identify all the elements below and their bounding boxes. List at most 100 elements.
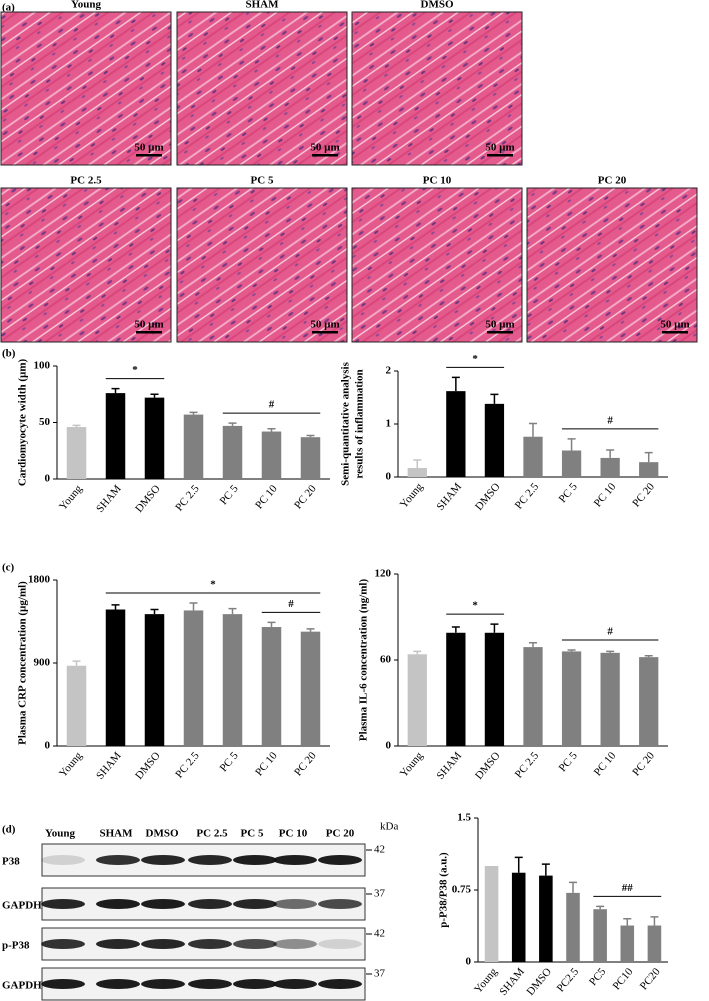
bar-chart: 0 1 2 Semi-quantitative analysis results of … xyxy=(340,353,668,513)
error-bar xyxy=(650,916,659,926)
scale-bar xyxy=(312,331,338,334)
error-bar xyxy=(644,451,653,463)
x-tick-label: Young xyxy=(398,480,426,510)
bar xyxy=(261,627,282,746)
kda-unit: kDa xyxy=(380,821,398,833)
histology-image xyxy=(351,11,523,166)
histology-image xyxy=(351,187,523,343)
y-axis-label: p-P38/P38 (a.u.) xyxy=(438,852,450,928)
error-bar xyxy=(514,856,523,873)
y-axis-label: Cardiomyocyte width (µm) xyxy=(17,359,29,487)
blot-band xyxy=(141,939,185,949)
y-tick-label: 100 xyxy=(34,360,51,372)
histology-image xyxy=(526,187,698,343)
y-tick-label: 900 xyxy=(34,657,51,669)
error-bar xyxy=(451,626,460,633)
x-tick-label: PC 2.5 xyxy=(513,480,542,511)
error-bar xyxy=(267,427,276,432)
scale-bar xyxy=(487,331,513,334)
significance-mark: * xyxy=(472,353,478,365)
bar xyxy=(523,647,543,746)
tile-title: PC 20 xyxy=(598,175,627,187)
bar xyxy=(600,652,620,746)
y-tick-label: 0 xyxy=(386,740,392,752)
blot-band xyxy=(273,939,317,949)
bar xyxy=(183,610,204,746)
panel-label: (a) xyxy=(2,2,15,14)
error-bar xyxy=(413,459,422,468)
tile-title: PC 2.5 xyxy=(70,175,102,187)
row-label: GAPDH xyxy=(2,980,42,992)
x-tick-label: DMSO xyxy=(524,966,554,998)
x-tick-label: SHAM xyxy=(434,481,464,513)
kda-label: 42 xyxy=(374,928,385,940)
scale-label: 50 µm xyxy=(485,142,514,154)
y-tick-label: 120 xyxy=(375,568,392,580)
significance-mark: * xyxy=(132,364,138,376)
bar xyxy=(407,467,427,477)
x-tick-label: PC 2.5 xyxy=(513,749,542,780)
blot-band xyxy=(96,855,140,865)
scale-label: 50 µm xyxy=(485,319,514,331)
significance-mark: # xyxy=(288,598,294,610)
x-tick-label: PC20 xyxy=(638,965,663,992)
x-tick-label: DMSO xyxy=(473,481,503,513)
row-label: P38 xyxy=(2,856,20,868)
x-tick-label: Young xyxy=(57,482,85,512)
blot-band xyxy=(41,899,85,909)
y-axis-label: results of inflammation xyxy=(354,369,366,478)
y-tick-label: 0 xyxy=(45,473,51,485)
blot-band xyxy=(188,855,232,865)
blot-band xyxy=(188,899,232,909)
x-tick-label: PC 10 xyxy=(253,482,280,511)
bar xyxy=(105,393,126,479)
blot-band xyxy=(233,979,277,989)
x-tick-label: PC 20 xyxy=(292,749,319,778)
blot-band xyxy=(41,979,85,989)
error-bar xyxy=(567,438,576,451)
x-tick-label: DMSO xyxy=(133,483,163,515)
x-tick-label: SHAM xyxy=(497,966,527,998)
x-tick-label: PC 20 xyxy=(630,480,657,509)
error-bar xyxy=(541,863,550,876)
tile-title: PC 5 xyxy=(251,175,274,187)
bar xyxy=(600,457,620,477)
blot-band xyxy=(41,855,85,865)
scale-bar xyxy=(662,331,688,334)
histology: Young 50 µm SHAM 50 µm DMSO 50 µm PC 2.5 50 µm P… xyxy=(0,0,698,343)
y-axis-label: Plasma IL-6 concentration (ng/ml) xyxy=(358,579,370,742)
error-bar xyxy=(606,650,615,653)
blot-band xyxy=(96,979,140,989)
blot-band xyxy=(233,855,277,865)
scale-bar xyxy=(312,154,338,157)
error-bar xyxy=(189,602,198,611)
bar xyxy=(66,665,87,746)
y-tick-label: 0 xyxy=(45,740,51,752)
bar xyxy=(222,425,243,479)
x-tick-label: PC5 xyxy=(587,965,609,988)
blot-band xyxy=(318,899,362,909)
error-bar xyxy=(451,376,460,392)
bar xyxy=(484,403,505,477)
y-tick-label: 2 xyxy=(386,365,392,377)
tile-title: DMSO xyxy=(421,0,454,11)
blot-band xyxy=(141,855,185,865)
y-tick-label: 60 xyxy=(380,654,392,666)
error-bar xyxy=(529,422,537,437)
kda-label: 37 xyxy=(374,888,386,900)
x-tick-label: PC 20 xyxy=(630,749,657,778)
y-axis-label: Plasma CRP concentration (µg/ml) xyxy=(17,581,29,745)
blot-band xyxy=(233,939,277,949)
y-axis-label: Semi-quantitative analysis xyxy=(340,361,352,485)
y-tick-label: 0 xyxy=(386,471,392,483)
blot-band xyxy=(188,979,232,989)
error-bar xyxy=(111,604,120,610)
x-tick-label: Young xyxy=(57,749,85,779)
bar xyxy=(484,632,505,746)
x-tick-label: PC 5 xyxy=(557,749,580,774)
x-tick-label: Young xyxy=(398,749,426,779)
x-tick-label: SHAM xyxy=(434,750,464,782)
bar xyxy=(620,925,635,962)
x-tick-label: DMSO xyxy=(473,750,503,782)
